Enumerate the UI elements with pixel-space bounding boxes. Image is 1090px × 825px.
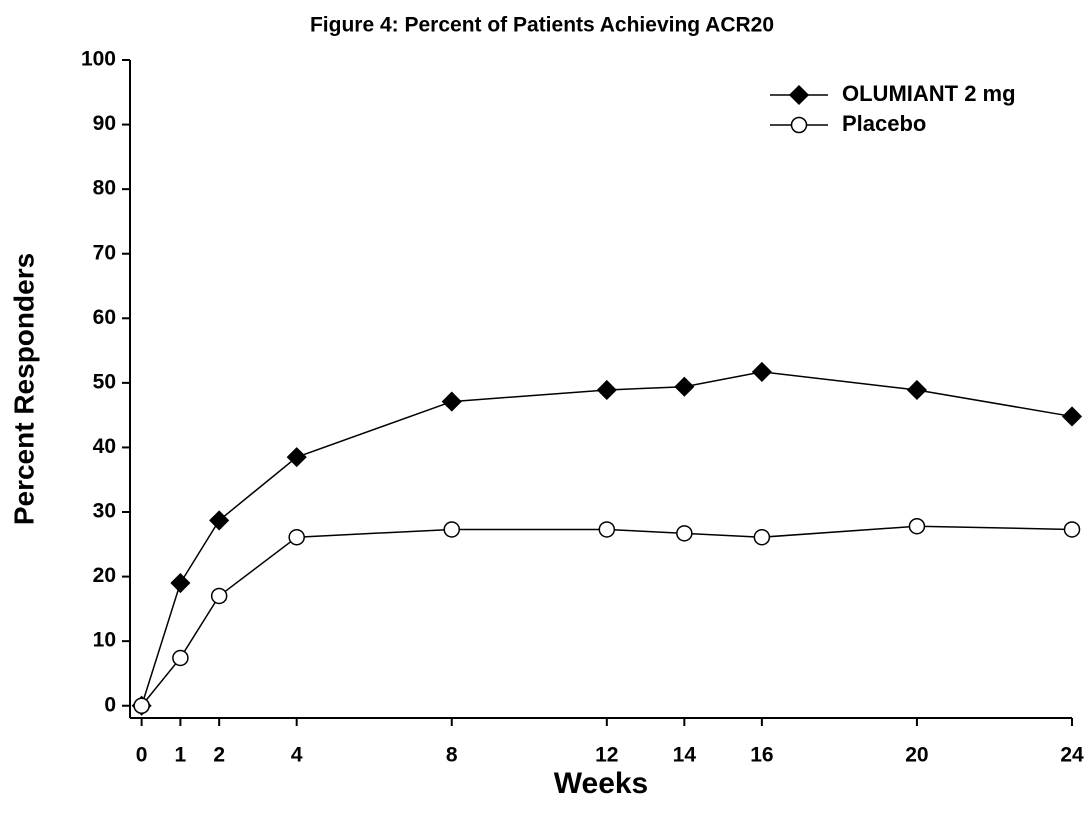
y-tick-label: 70 <box>93 241 116 264</box>
data-point <box>443 521 461 538</box>
data-point <box>751 361 772 382</box>
data-point <box>209 510 230 531</box>
x-axis-label: Weeks <box>554 767 649 800</box>
data-point <box>441 391 462 412</box>
x-tick-label: 24 <box>1060 744 1084 767</box>
x-tick-label: 1 <box>175 744 187 767</box>
data-point <box>210 587 228 605</box>
y-tick-label: 80 <box>93 177 116 200</box>
data-point <box>598 521 616 538</box>
x-tick-label: 12 <box>595 744 618 767</box>
data-point <box>1061 406 1083 427</box>
legend-label: OLUMIANT 2 mg <box>842 81 1016 106</box>
data-point <box>906 379 927 401</box>
x-tick-label: 4 <box>291 744 303 767</box>
data-point <box>908 517 926 535</box>
data-point <box>170 572 191 594</box>
x-tick-label: 2 <box>213 744 225 767</box>
series-line <box>141 525 1073 707</box>
x-tick-label: 8 <box>446 744 458 767</box>
series-line <box>140 371 1073 706</box>
data-point <box>133 697 150 714</box>
legend-label: Placebo <box>842 111 926 136</box>
data-point <box>596 379 617 401</box>
data-point <box>753 528 771 546</box>
data-point <box>286 447 307 468</box>
y-tick-label: 90 <box>93 112 116 135</box>
data-point <box>676 525 693 542</box>
y-tick-label: 20 <box>93 564 116 587</box>
data-point <box>172 649 189 667</box>
x-tick-label: 0 <box>136 744 148 767</box>
legend-marker <box>790 116 808 134</box>
y-tick-label: 100 <box>81 48 116 71</box>
y-tick-label: 40 <box>93 435 116 458</box>
y-tick-label: 10 <box>93 629 116 652</box>
y-tick-label: 50 <box>93 370 116 393</box>
data-point <box>674 376 695 397</box>
y-tick-label: 0 <box>104 693 116 716</box>
y-tick-label: 60 <box>93 306 116 329</box>
y-tick-label: 30 <box>93 500 116 523</box>
data-point <box>1063 521 1081 538</box>
legend-marker <box>788 84 810 106</box>
y-axis-label: Percent Responders <box>8 253 39 525</box>
data-point <box>288 528 305 546</box>
x-tick-label: 16 <box>750 744 773 767</box>
x-tick-label: 20 <box>905 744 928 767</box>
x-tick-label: 14 <box>673 744 697 767</box>
chart-title: Figure 4: Percent of Patients Achieving … <box>310 14 774 37</box>
